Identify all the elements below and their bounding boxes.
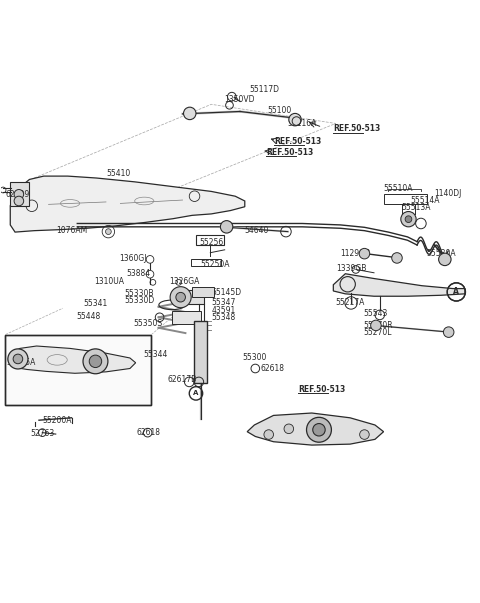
Text: REF.50-513: REF.50-513: [299, 385, 346, 394]
Text: 1360GJ: 1360GJ: [120, 254, 147, 263]
Text: 55348: 55348: [211, 313, 236, 322]
Text: 55410: 55410: [106, 169, 130, 178]
Circle shape: [284, 424, 294, 434]
Circle shape: [170, 286, 191, 308]
Text: 55217A: 55217A: [336, 298, 365, 307]
Circle shape: [313, 423, 325, 436]
Circle shape: [220, 221, 233, 233]
Text: 55341: 55341: [83, 300, 107, 308]
Text: 43591: 43591: [211, 306, 236, 315]
Bar: [196, 235, 224, 245]
Text: 1076AM: 1076AM: [56, 226, 87, 235]
Circle shape: [307, 417, 331, 442]
Bar: [384, 194, 427, 204]
Text: 55510A: 55510A: [384, 183, 413, 192]
Text: 1350VD: 1350VD: [225, 95, 255, 104]
Text: 55116A: 55116A: [287, 119, 316, 128]
Text: 1310UA: 1310UA: [94, 277, 124, 286]
Circle shape: [106, 229, 111, 235]
Text: 52763: 52763: [30, 429, 55, 438]
Text: 55117D: 55117D: [250, 85, 279, 94]
Text: 55145D: 55145D: [211, 288, 241, 297]
Text: A: A: [454, 288, 459, 297]
Circle shape: [176, 292, 185, 302]
Circle shape: [89, 355, 102, 368]
Text: 55448: 55448: [76, 312, 101, 321]
Text: REF.50-513: REF.50-513: [333, 124, 381, 133]
Text: 1129GB: 1129GB: [340, 249, 371, 258]
Text: 1140DJ: 1140DJ: [434, 189, 461, 198]
Bar: [194, 321, 207, 383]
Circle shape: [444, 327, 454, 338]
Bar: [191, 259, 221, 266]
Text: 55250A: 55250A: [201, 260, 230, 269]
Circle shape: [405, 216, 412, 223]
Text: 55347: 55347: [211, 298, 236, 308]
Circle shape: [360, 430, 369, 440]
Circle shape: [401, 212, 416, 227]
Text: 1326GA: 1326GA: [169, 277, 200, 286]
Bar: [192, 286, 214, 297]
Circle shape: [392, 253, 402, 264]
Text: 1339GB: 1339GB: [336, 265, 366, 273]
Text: 55513A: 55513A: [402, 203, 431, 212]
Text: 55530A: 55530A: [427, 249, 456, 258]
Bar: [174, 291, 204, 304]
Text: 55350S: 55350S: [134, 318, 163, 327]
Circle shape: [359, 248, 370, 259]
Text: 55330B: 55330B: [124, 289, 154, 298]
Text: 55215A: 55215A: [6, 358, 36, 367]
Circle shape: [14, 196, 24, 206]
Circle shape: [439, 253, 451, 265]
Circle shape: [83, 349, 108, 374]
Text: REF.50-513: REF.50-513: [275, 137, 322, 146]
Text: 55344: 55344: [144, 350, 168, 359]
Circle shape: [8, 349, 28, 369]
Text: 62618: 62618: [261, 364, 285, 373]
Bar: [5, 335, 152, 405]
Bar: [5, 335, 152, 405]
Polygon shape: [10, 346, 136, 373]
Text: 62617B: 62617B: [167, 376, 196, 385]
Circle shape: [322, 424, 331, 434]
Text: 55300: 55300: [242, 353, 267, 362]
Circle shape: [13, 354, 23, 364]
Polygon shape: [10, 176, 245, 232]
Circle shape: [264, 430, 274, 440]
Text: 55270L: 55270L: [363, 327, 392, 336]
Text: 55200A: 55200A: [43, 415, 72, 425]
Bar: [172, 311, 201, 324]
Circle shape: [14, 189, 24, 199]
Text: 55514A: 55514A: [410, 195, 439, 204]
Text: 55100: 55100: [268, 106, 292, 115]
Text: 55256: 55256: [199, 238, 224, 247]
Circle shape: [289, 113, 301, 126]
Circle shape: [371, 320, 381, 330]
Text: 54640: 54640: [245, 226, 269, 235]
Text: 62618: 62618: [136, 428, 160, 437]
Text: 53884: 53884: [127, 270, 151, 278]
Text: 55330D: 55330D: [124, 296, 155, 305]
Text: 62499: 62499: [5, 191, 30, 199]
Text: 55543: 55543: [363, 309, 388, 318]
Circle shape: [183, 107, 196, 119]
Polygon shape: [247, 413, 384, 445]
Text: A: A: [193, 390, 199, 396]
Polygon shape: [333, 274, 465, 296]
Text: 55270R: 55270R: [363, 321, 393, 330]
Bar: [10, 182, 29, 206]
Text: REF.50-513: REF.50-513: [266, 148, 313, 157]
